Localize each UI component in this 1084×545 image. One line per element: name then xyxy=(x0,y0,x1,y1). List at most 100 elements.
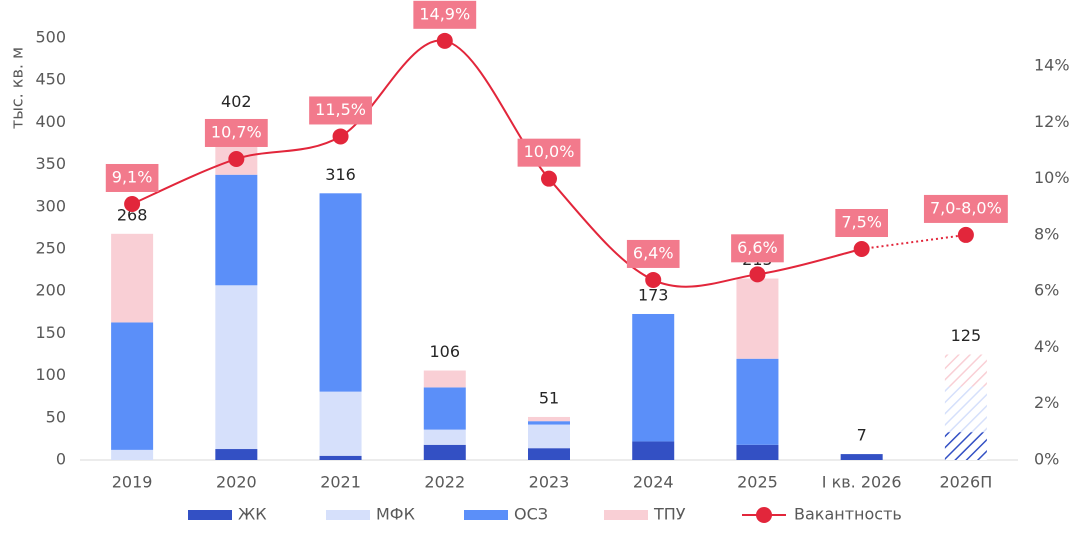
legend-label: Вакантность xyxy=(794,505,902,524)
x-tick-label: 2022 xyxy=(424,473,465,492)
x-tick-label: 2023 xyxy=(529,473,570,492)
y-tick-label: 300 xyxy=(35,196,66,215)
value-label-box xyxy=(517,138,581,167)
y2-tick-label: 10% xyxy=(1034,168,1070,187)
bar-segment xyxy=(423,429,466,445)
bar-segment xyxy=(423,387,466,430)
x-tick-label: 2021 xyxy=(320,473,361,492)
forecast-line xyxy=(861,233,967,250)
bar-segment xyxy=(215,449,258,460)
value-label: 7,0-8,0% xyxy=(930,198,1002,217)
legend-swatch xyxy=(604,510,648,520)
line-marker xyxy=(645,271,662,288)
legend-marker xyxy=(756,507,772,523)
bar-segment xyxy=(528,424,570,449)
value-label: 14,9% xyxy=(419,4,470,23)
value-label: 6,6% xyxy=(737,238,778,257)
bar-segment xyxy=(528,448,570,460)
x-tick-label: 2019 xyxy=(112,473,153,492)
legend-swatch xyxy=(326,510,370,520)
y2-tick-label: 2% xyxy=(1034,393,1059,412)
line-marker xyxy=(957,226,974,243)
y-tick-label: 50 xyxy=(46,407,66,426)
value-label: 9,1% xyxy=(112,167,153,186)
bar-segment xyxy=(736,278,779,359)
total-label: 316 xyxy=(325,165,356,184)
bar-segment xyxy=(944,354,987,387)
line-marker xyxy=(749,266,766,283)
y-tick-label: 400 xyxy=(35,112,66,131)
bar-segment xyxy=(319,455,362,460)
x-tick-label: I кв. 2026 xyxy=(822,473,902,492)
line-marker xyxy=(853,241,870,257)
x-tick-label: 2020 xyxy=(216,473,257,492)
value-label: 10,7% xyxy=(211,122,262,141)
value-label-box xyxy=(413,0,477,29)
line-marker xyxy=(228,150,245,167)
value-label: 11,5% xyxy=(315,100,366,119)
bar-segment xyxy=(736,358,779,445)
x-tick-label: 2026П xyxy=(940,473,993,492)
value-label-box xyxy=(204,118,268,147)
value-label: 6,4% xyxy=(633,243,674,262)
y-tick-label: 450 xyxy=(35,70,66,89)
value-label: 10,0% xyxy=(524,142,575,161)
y-tick-label: 500 xyxy=(35,28,66,47)
y-tick-label: 200 xyxy=(35,281,66,300)
bar-segment xyxy=(528,416,570,422)
y-tick-label: 150 xyxy=(35,323,66,342)
legend-label: ЖК xyxy=(238,505,267,524)
x-tick-label: 2024 xyxy=(633,473,674,492)
y-axis-label: тыс. кв. м xyxy=(8,47,27,129)
bar-segment xyxy=(632,441,675,460)
y2-tick-label: 4% xyxy=(1034,337,1059,356)
y-tick-label: 250 xyxy=(35,239,66,258)
line-marker xyxy=(541,170,557,187)
legend-label: ТПУ xyxy=(653,505,686,524)
total-label: 173 xyxy=(638,285,669,304)
total-label: 268 xyxy=(117,205,148,224)
bar-segment xyxy=(423,444,466,460)
total-label: 125 xyxy=(951,326,982,345)
y2-tick-label: 0% xyxy=(1034,450,1059,469)
bar-segment xyxy=(319,193,362,392)
legend-label: ОСЗ xyxy=(514,505,548,524)
bar-segment xyxy=(840,454,883,460)
bar-segment xyxy=(215,174,258,286)
bar-segment xyxy=(319,391,362,456)
y-tick-label: 0 xyxy=(56,450,66,469)
bar-segment xyxy=(111,322,154,450)
legend-label: МФК xyxy=(376,505,416,524)
value-label-box xyxy=(626,239,680,268)
legend-swatch xyxy=(464,510,508,520)
total-label: 7 xyxy=(857,426,867,445)
bar-segment xyxy=(944,386,987,433)
value-label-box xyxy=(105,163,159,192)
y2-tick-label: 14% xyxy=(1034,56,1070,75)
line-marker xyxy=(436,32,453,49)
total-label: 402 xyxy=(221,92,252,111)
bar-segment xyxy=(215,285,258,450)
total-label: 51 xyxy=(539,388,559,407)
bar-segment xyxy=(423,370,466,388)
bar-segment xyxy=(632,313,675,442)
value-label-box xyxy=(835,209,888,237)
bar-segment xyxy=(111,449,154,460)
line-marker xyxy=(332,128,349,145)
bar-segment xyxy=(111,233,154,323)
value-label-box xyxy=(731,234,784,263)
y-tick-label: 350 xyxy=(35,154,66,173)
x-tick-label: 2025 xyxy=(737,473,778,492)
y2-tick-label: 8% xyxy=(1034,224,1059,243)
line xyxy=(131,39,862,288)
bar-segment xyxy=(528,421,570,425)
line-marker xyxy=(124,195,141,212)
bar-segment xyxy=(944,432,987,460)
y-tick-label: 100 xyxy=(35,365,66,384)
value-label-box xyxy=(923,194,1008,223)
y2-tick-label: 6% xyxy=(1034,281,1059,300)
total-label: 106 xyxy=(430,342,461,361)
value-label: 7,5% xyxy=(841,213,882,232)
y2-tick-label: 12% xyxy=(1034,112,1070,131)
